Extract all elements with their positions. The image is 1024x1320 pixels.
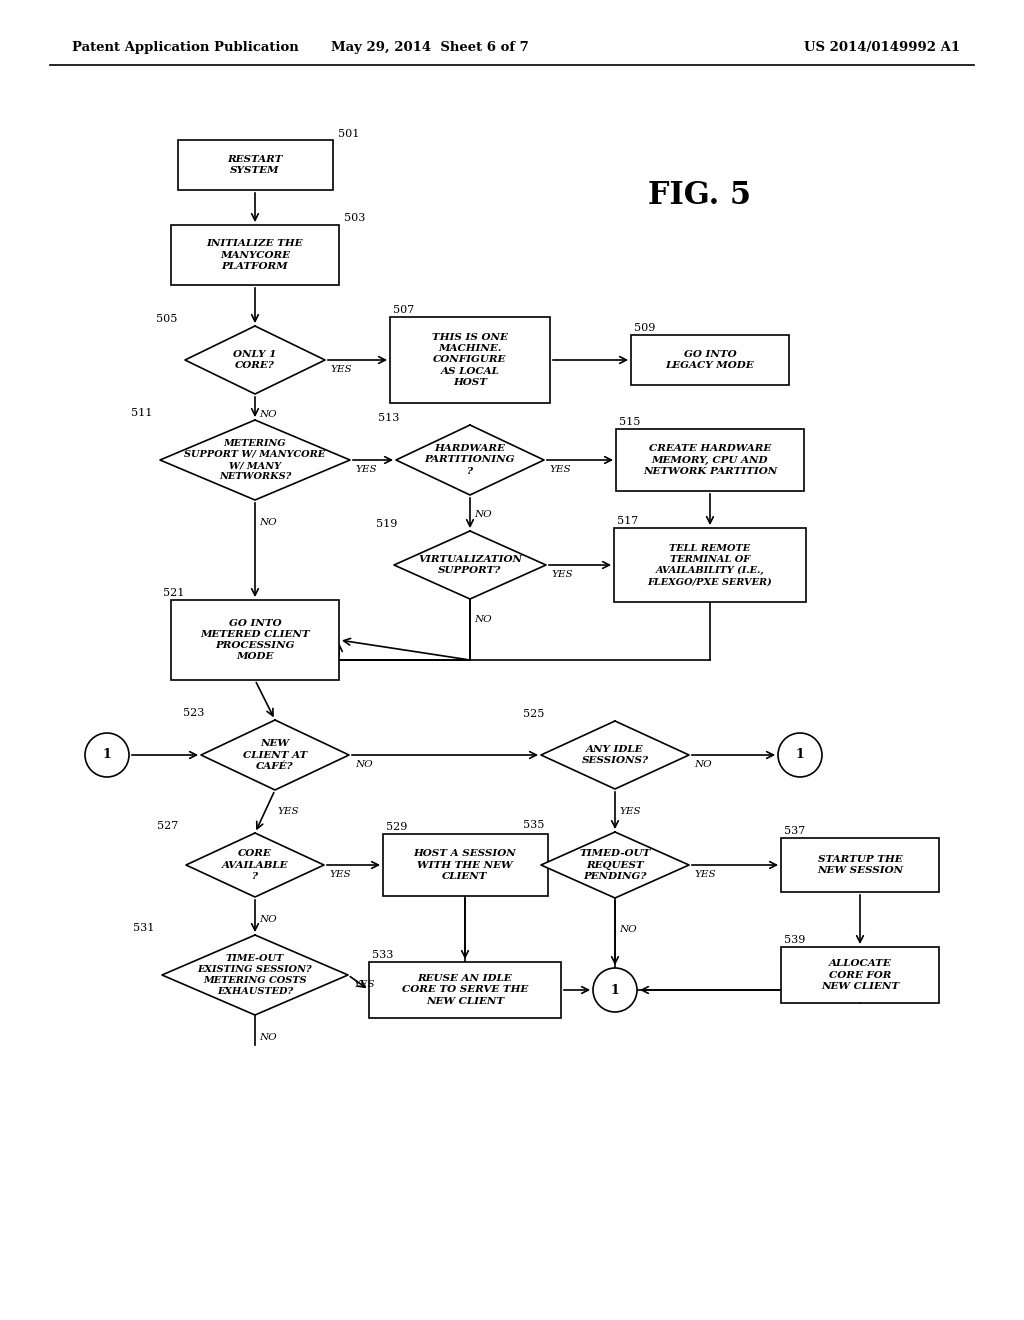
Text: VIRTUALIZATION
SUPPORT?: VIRTUALIZATION SUPPORT? — [418, 554, 522, 576]
FancyBboxPatch shape — [616, 429, 804, 491]
FancyBboxPatch shape — [369, 962, 561, 1018]
Text: 523: 523 — [182, 708, 204, 718]
Circle shape — [85, 733, 129, 777]
Text: YES: YES — [694, 870, 716, 879]
Text: 505: 505 — [156, 314, 177, 323]
Text: 535: 535 — [522, 820, 544, 830]
FancyBboxPatch shape — [781, 946, 939, 1003]
FancyBboxPatch shape — [614, 528, 806, 602]
FancyBboxPatch shape — [383, 834, 548, 896]
Text: NEW
CLIENT AT
CAFÉ?: NEW CLIENT AT CAFÉ? — [243, 739, 307, 771]
Text: NO: NO — [474, 615, 492, 624]
Text: THIS IS ONE
MACHINE.
CONFIGURE
AS LOCAL
HOST: THIS IS ONE MACHINE. CONFIGURE AS LOCAL … — [432, 333, 508, 387]
Text: STARTUP THE
NEW SESSION: STARTUP THE NEW SESSION — [817, 855, 903, 875]
Text: CORE
AVAILABLE
?: CORE AVAILABLE ? — [222, 849, 288, 880]
Polygon shape — [162, 935, 348, 1015]
Text: May 29, 2014  Sheet 6 of 7: May 29, 2014 Sheet 6 of 7 — [331, 41, 528, 54]
Text: NO: NO — [618, 925, 637, 935]
Text: YES: YES — [278, 807, 299, 816]
Text: 511: 511 — [131, 408, 152, 418]
FancyBboxPatch shape — [390, 317, 550, 403]
Text: YES: YES — [353, 979, 375, 989]
Text: Patent Application Publication: Patent Application Publication — [72, 41, 299, 54]
Text: 539: 539 — [784, 935, 805, 945]
Text: 519: 519 — [376, 519, 397, 529]
Polygon shape — [541, 832, 689, 898]
Text: 527: 527 — [157, 821, 178, 832]
FancyBboxPatch shape — [631, 335, 790, 385]
Text: NO: NO — [694, 760, 712, 770]
Text: 515: 515 — [618, 417, 640, 426]
Polygon shape — [186, 833, 324, 898]
Text: TELL REMOTE
TERMINAL OF
AVAILABILITY (I.E.,
FLEXGO/PXE SERVER): TELL REMOTE TERMINAL OF AVAILABILITY (I.… — [647, 544, 772, 586]
Text: 507: 507 — [393, 305, 415, 315]
FancyBboxPatch shape — [781, 838, 939, 892]
Text: 521: 521 — [163, 587, 184, 598]
Text: REUSE AN IDLE
CORE TO SERVE THE
NEW CLIENT: REUSE AN IDLE CORE TO SERVE THE NEW CLIE… — [401, 974, 528, 1006]
FancyBboxPatch shape — [171, 224, 339, 285]
Text: NO: NO — [259, 517, 276, 527]
Text: 513: 513 — [378, 413, 399, 422]
FancyBboxPatch shape — [171, 601, 339, 680]
Text: HARDWARE
PARTITIONING
?: HARDWARE PARTITIONING ? — [425, 445, 515, 475]
Text: NO: NO — [355, 760, 373, 770]
Polygon shape — [201, 719, 349, 789]
Circle shape — [593, 968, 637, 1012]
Text: NO: NO — [259, 915, 276, 924]
Text: 501: 501 — [338, 129, 359, 139]
Text: 1: 1 — [610, 983, 620, 997]
Text: YES: YES — [329, 870, 350, 879]
Text: 509: 509 — [634, 323, 655, 333]
Text: 531: 531 — [133, 923, 154, 933]
Text: GO INTO
METERED CLIENT
PROCESSING
MODE: GO INTO METERED CLIENT PROCESSING MODE — [200, 619, 310, 661]
Text: NO: NO — [474, 510, 492, 519]
Text: METERING
SUPPORT W/ MANYCORE
W/ MANY
NETWORKS?: METERING SUPPORT W/ MANYCORE W/ MANY NET… — [184, 438, 326, 482]
Text: 503: 503 — [344, 213, 366, 223]
Text: YES: YES — [549, 465, 570, 474]
Polygon shape — [396, 425, 544, 495]
Text: INITIALIZE THE
MANYCORE
PLATFORM: INITIALIZE THE MANYCORE PLATFORM — [207, 239, 303, 271]
FancyBboxPatch shape — [177, 140, 333, 190]
Text: TIMED-OUT
REQUEST
PENDING?: TIMED-OUT REQUEST PENDING? — [580, 849, 650, 880]
Text: 517: 517 — [617, 516, 638, 525]
Text: 1: 1 — [796, 748, 805, 762]
Polygon shape — [160, 420, 350, 500]
Text: ALLOCATE
CORE FOR
NEW CLIENT: ALLOCATE CORE FOR NEW CLIENT — [821, 960, 899, 990]
Text: YES: YES — [355, 465, 377, 474]
Polygon shape — [185, 326, 325, 393]
Circle shape — [778, 733, 822, 777]
Text: 537: 537 — [784, 826, 805, 836]
Text: ONLY 1
CORE?: ONLY 1 CORE? — [233, 350, 276, 370]
Text: YES: YES — [551, 570, 572, 579]
Text: NO: NO — [259, 1034, 276, 1041]
Text: TIME-OUT
EXISTING SESSION?
METERING COSTS
EXHAUSTED?: TIME-OUT EXISTING SESSION? METERING COST… — [198, 954, 312, 997]
Text: 1: 1 — [102, 748, 112, 762]
Polygon shape — [394, 531, 546, 599]
Text: FIG. 5: FIG. 5 — [648, 180, 752, 210]
Text: 525: 525 — [522, 709, 544, 719]
Text: NO: NO — [259, 411, 276, 418]
Text: 529: 529 — [386, 822, 408, 832]
Text: 533: 533 — [372, 950, 393, 960]
Text: RESTART
SYSTEM: RESTART SYSTEM — [227, 154, 283, 176]
Text: HOST A SESSION
WITH THE NEW
CLIENT: HOST A SESSION WITH THE NEW CLIENT — [414, 849, 516, 880]
Text: YES: YES — [618, 807, 641, 816]
Text: CREATE HARDWARE
MEMORY, CPU AND
NETWORK PARTITION: CREATE HARDWARE MEMORY, CPU AND NETWORK … — [643, 445, 777, 475]
Text: GO INTO
LEGACY MODE: GO INTO LEGACY MODE — [666, 350, 755, 370]
Polygon shape — [541, 721, 689, 789]
Text: ANY IDLE
SESSIONS?: ANY IDLE SESSIONS? — [582, 744, 648, 766]
Text: YES: YES — [330, 366, 351, 374]
Text: US 2014/0149992 A1: US 2014/0149992 A1 — [804, 41, 961, 54]
